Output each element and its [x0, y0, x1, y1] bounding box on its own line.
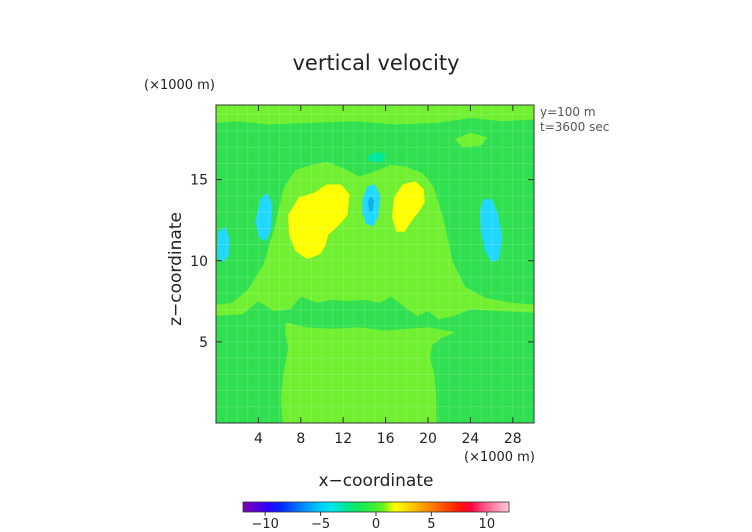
contour-region-weak-positive-1 — [216, 161, 534, 320]
annotation-y-level: y=100 m — [540, 105, 596, 119]
x-axis-label: x−coordinate — [319, 471, 434, 491]
contour-region-core-negative-8 — [367, 195, 374, 213]
contour-region-strong-negative-9 — [255, 192, 273, 242]
x-tick-label: 24 — [461, 431, 479, 447]
x-tick-label: 12 — [334, 431, 352, 447]
contour-region-weak-positive-3 — [454, 132, 488, 148]
colorbar-tick-label: −5 — [311, 517, 330, 532]
y-tick-label: 15 — [190, 173, 208, 189]
grid-lines — [216, 105, 534, 423]
contour-region-strong-negative-11 — [479, 199, 503, 263]
colorbar-tick-label: 0 — [372, 517, 380, 532]
x-tick-label: 4 — [254, 431, 263, 447]
x-axis-ticks: 4 8 12 16 20 24 28 — [254, 105, 522, 447]
colorbar-tick-label: 10 — [479, 517, 496, 532]
contour-region-weak-positive-2 — [280, 322, 456, 423]
colorbar-tick-label: −10 — [251, 517, 278, 532]
colorbar: −10 −5 0 5 10 — [242, 501, 510, 532]
chart-title: vertical velocity — [292, 51, 459, 75]
x-tick-label: 8 — [296, 431, 305, 447]
x-tick-label: 16 — [377, 431, 395, 447]
y-axis-unit: (×1000 m) — [144, 78, 215, 93]
contour-region-strong-positive-4 — [288, 184, 350, 260]
annotation-time: t=3600 sec — [540, 120, 609, 134]
colorbar-gradient — [242, 501, 510, 513]
contour-region-strong-negative-10 — [217, 226, 230, 263]
contour-region-weak-positive-0 — [216, 105, 534, 125]
plot-frame — [215, 104, 535, 424]
y-axis-label: z−coordinate — [166, 212, 186, 326]
contour-region-weak-negative-6 — [366, 152, 386, 162]
x-tick-label: 28 — [504, 431, 522, 447]
contour-region-strong-positive-5 — [392, 181, 425, 232]
y-axis-ticks: 5 10 15 — [190, 173, 534, 351]
colorbar-tick-label: 5 — [427, 517, 435, 532]
y-tick-label: 10 — [190, 254, 208, 270]
heatmap-field — [216, 105, 534, 423]
x-tick-label: 20 — [419, 431, 437, 447]
y-tick-label: 5 — [199, 335, 208, 351]
x-axis-unit: (×1000 m) — [464, 450, 535, 465]
